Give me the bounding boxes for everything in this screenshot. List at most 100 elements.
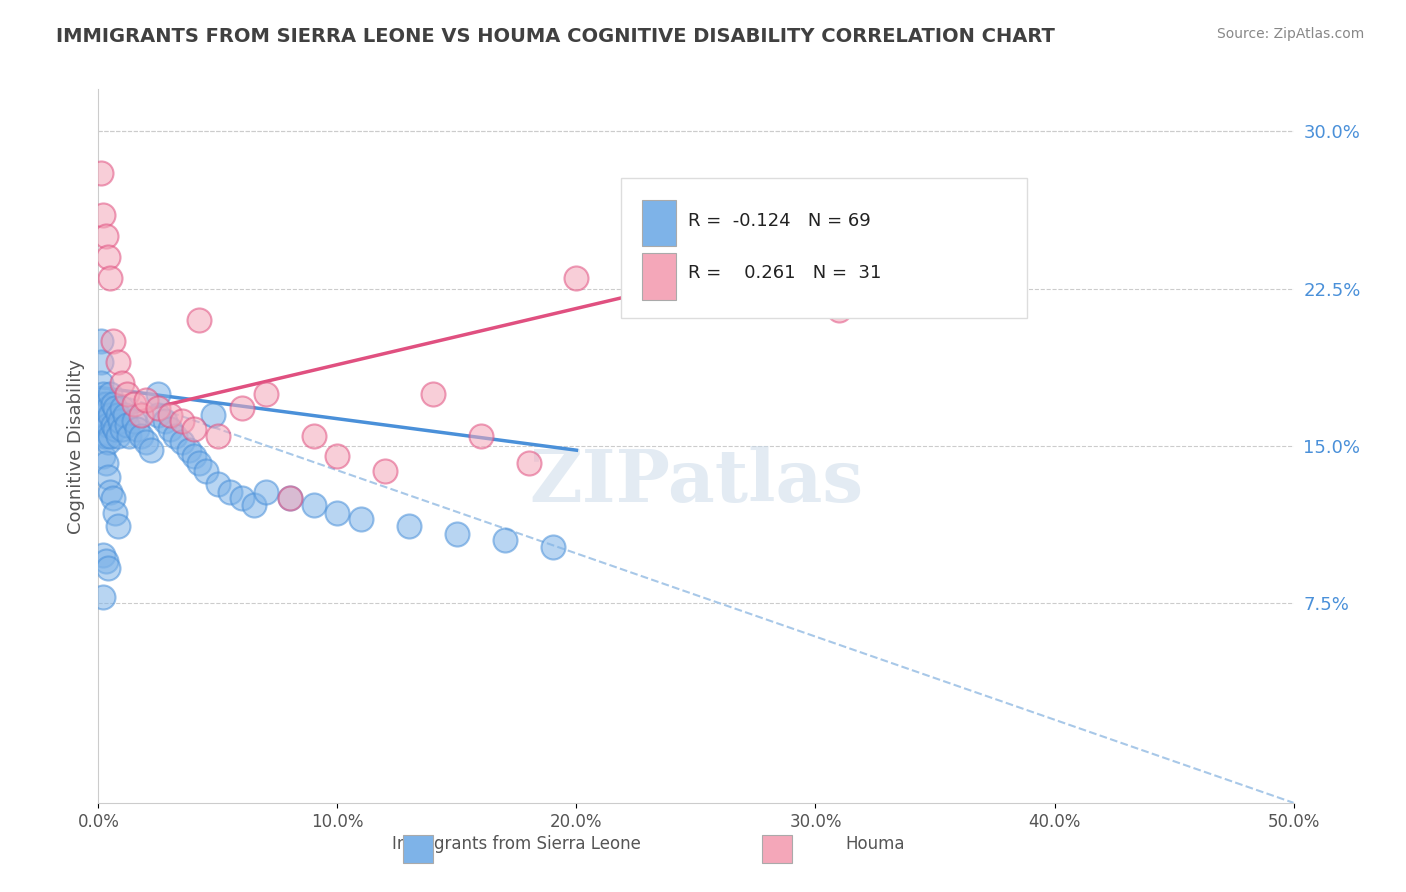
Point [91,408,114,422]
Point [104,506,127,520]
Point [97,250,120,264]
Point [446,527,468,541]
Point [139,443,162,458]
Point [148,401,170,416]
Point [172,414,194,428]
Point [494,533,516,548]
Point [115,417,138,432]
Point [828,302,851,317]
Point [302,498,325,512]
Point [350,512,373,526]
Point [98,428,122,442]
Point [108,414,131,428]
Point [155,414,177,428]
Point [111,401,134,416]
Point [565,271,588,285]
Point [135,392,157,407]
FancyBboxPatch shape [643,200,676,246]
Point [101,334,124,348]
Point [278,491,301,506]
Point [231,491,253,506]
Point [118,428,141,442]
Point [91,548,114,562]
Point [187,456,209,470]
Point [94,397,117,411]
Point [183,422,205,436]
FancyBboxPatch shape [404,835,433,863]
Point [90,355,112,369]
Point [219,485,242,500]
Point [254,386,277,401]
Point [685,282,707,296]
Point [94,554,117,568]
Point [91,590,114,604]
Point [148,386,170,401]
Point [97,401,120,416]
Point [124,397,146,411]
Point [804,292,827,306]
Point [398,518,420,533]
Point [91,428,114,442]
Point [111,376,134,390]
Point [278,491,301,506]
Point [90,166,112,180]
Text: Immigrants from Sierra Leone: Immigrants from Sierra Leone [392,835,641,853]
Point [202,408,225,422]
FancyBboxPatch shape [620,178,1026,318]
Point [94,456,117,470]
Point [90,334,112,348]
Point [159,408,181,422]
Text: R =  -0.124   N = 69: R = -0.124 N = 69 [688,212,870,230]
Point [302,428,325,442]
Point [107,428,129,442]
Point [131,408,153,422]
Point [115,386,138,401]
Point [326,450,349,464]
Point [195,464,218,478]
Point [107,408,129,422]
Point [98,386,122,401]
Point [97,434,120,449]
Point [97,470,120,484]
Point [90,397,112,411]
Point [114,408,136,422]
Point [422,386,444,401]
Text: ZIPatlas: ZIPatlas [529,446,863,517]
Point [97,417,120,432]
Point [101,491,124,506]
Point [98,485,122,500]
Point [517,456,540,470]
Point [90,376,112,390]
Y-axis label: Cognitive Disability: Cognitive Disability [66,359,84,533]
Point [111,422,134,436]
Point [124,414,146,428]
FancyBboxPatch shape [643,253,676,300]
Point [98,271,122,285]
Point [94,414,117,428]
Point [163,428,186,442]
Point [207,428,229,442]
FancyBboxPatch shape [762,835,792,863]
Point [91,208,114,222]
Point [94,229,117,244]
Point [107,518,129,533]
Point [207,476,229,491]
Point [374,464,396,478]
Point [254,485,277,500]
Point [101,397,124,411]
Text: R =    0.261   N =  31: R = 0.261 N = 31 [688,264,882,282]
Point [91,450,114,464]
Point [179,443,201,458]
Text: IMMIGRANTS FROM SIERRA LEONE VS HOUMA COGNITIVE DISABILITY CORRELATION CHART: IMMIGRANTS FROM SIERRA LEONE VS HOUMA CO… [56,27,1054,45]
Point [470,428,492,442]
Point [231,401,253,416]
Point [125,422,148,436]
Point [541,540,564,554]
Point [148,408,170,422]
Point [159,422,181,436]
Point [91,386,114,401]
Point [131,428,153,442]
Point [172,434,194,449]
Point [135,434,157,449]
Point [104,401,127,416]
